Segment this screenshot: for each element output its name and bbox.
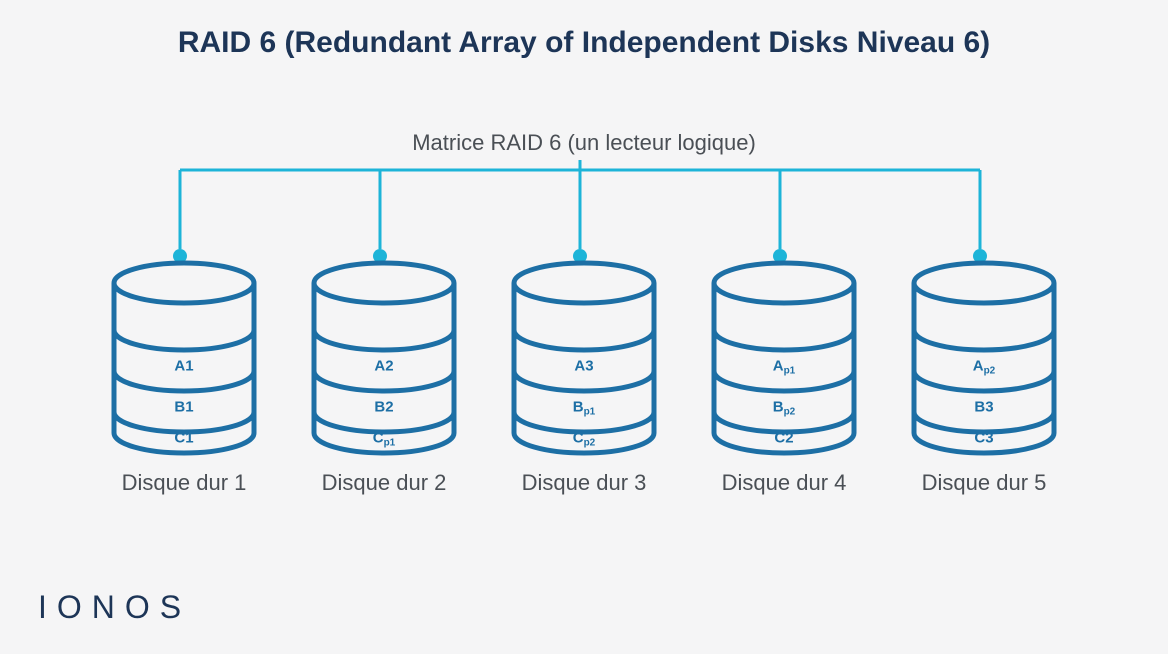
disk-label: Disque dur 3 xyxy=(522,470,647,496)
disk-block-label: Bp1 xyxy=(573,398,596,417)
disk-label: Disque dur 1 xyxy=(122,470,247,496)
disk-block-label: B3 xyxy=(974,398,993,415)
disk-drive: Ap1 Bp2 C2 Disque dur 4 xyxy=(709,258,859,496)
disk-label: Disque dur 2 xyxy=(322,470,447,496)
disk-block-label: C2 xyxy=(774,429,793,446)
disk-block-label: A3 xyxy=(574,357,593,374)
disk-cylinder-icon: A1 B1 C1 xyxy=(109,258,259,458)
brand-logo: IONOS xyxy=(38,589,191,626)
disk-block-label: C3 xyxy=(974,429,993,446)
disk-drive: A2B2Cp1Disque dur 2 xyxy=(309,258,459,496)
disk-block-label: A1 xyxy=(174,357,193,374)
diagram-title: RAID 6 (Redundant Array of Independent D… xyxy=(0,26,1168,60)
disk-cylinder-icon: Ap1 Bp2 C2 xyxy=(709,258,859,458)
disk-cylinder-icon: A3Bp1Cp2 xyxy=(509,258,659,458)
disk-drive: A1 B1 C1 Disque dur 1 xyxy=(109,258,259,496)
disk-label: Disque dur 4 xyxy=(722,470,847,496)
disk-drive: A3Bp1Cp2Disque dur 3 xyxy=(509,258,659,496)
disk-array: A1B1C1Disque dur 1A2B2Cp1Disque dur 2A3B… xyxy=(0,258,1168,496)
disk-block-label: Bp2 xyxy=(773,398,796,417)
disk-cylinder-icon: A2B2Cp1 xyxy=(309,258,459,458)
disk-block-label: C1 xyxy=(174,429,193,446)
disk-drive: Ap2 B3 C3 Disque dur 5 xyxy=(909,258,1059,496)
disk-block-label: Ap2 xyxy=(973,357,996,376)
diagram-subtitle: Matrice RAID 6 (un lecteur logique) xyxy=(0,130,1168,156)
disk-label: Disque dur 5 xyxy=(922,470,1047,496)
disk-block-label: B1 xyxy=(174,398,193,415)
disk-block-label: B2 xyxy=(374,398,393,415)
disk-block-label: A2 xyxy=(374,357,393,374)
disk-block-label: Ap1 xyxy=(773,357,796,376)
disk-cylinder-icon: Ap2 B3 C3 xyxy=(909,258,1059,458)
